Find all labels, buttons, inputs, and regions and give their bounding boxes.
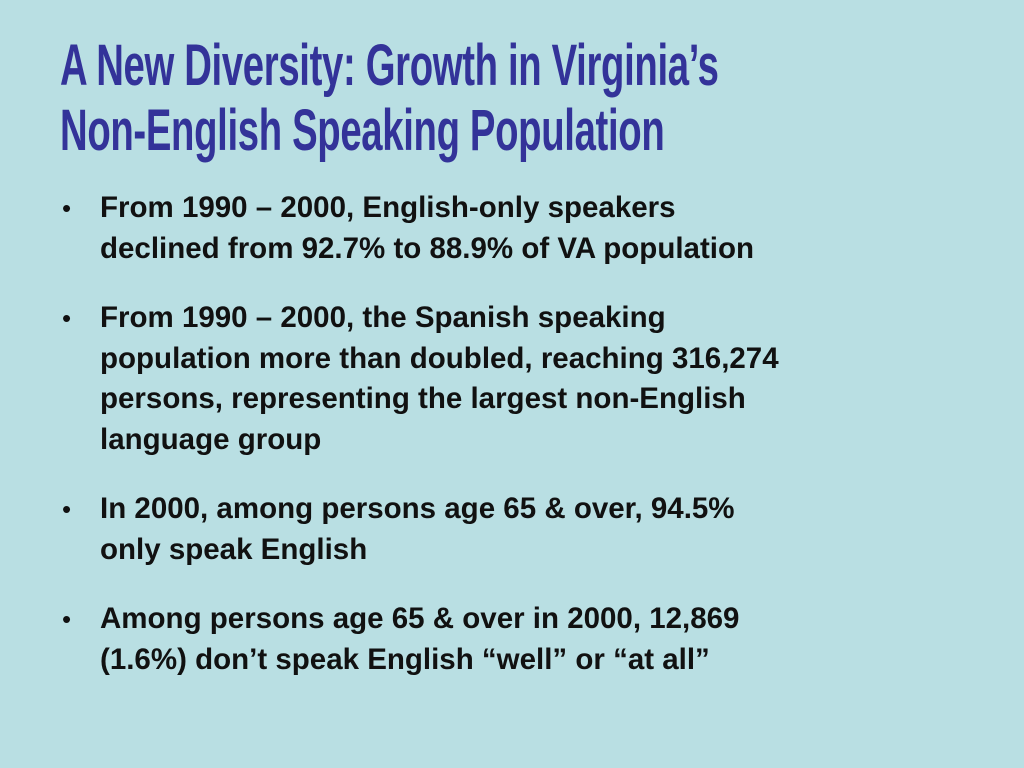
bullet-text: In 2000, among persons age 65 & over, 94… <box>100 492 735 525</box>
bullet-marker: • <box>62 303 72 333</box>
slide-title: A New Diversity: Growth in Virginia’s <box>60 33 719 98</box>
slide-title: Non-English Speaking Population <box>60 98 665 163</box>
bullet-text: From 1990 – 2000, the Spanish speaking <box>100 301 666 334</box>
bullet-text: persons, representing the largest non-En… <box>100 382 746 415</box>
bullet-text: language group <box>100 422 322 456</box>
bullet-text: declined from 92.7% to 88.9% of VA popul… <box>100 231 755 265</box>
bullet-text: Among persons age 65 & over in 2000, 12,… <box>100 602 740 635</box>
bullet-text: population more than doubled, reaching 3… <box>100 341 779 375</box>
bullet-text: only speak English <box>100 532 368 566</box>
bullet-text: From 1990 – 2000, English-only speakers <box>100 191 676 224</box>
bullet-marker: • <box>62 494 72 524</box>
bullet-text: (1.6%) don’t speak English “well” or “at… <box>100 642 710 676</box>
bullet-marker: • <box>62 193 72 223</box>
bullet-marker: • <box>62 604 72 634</box>
